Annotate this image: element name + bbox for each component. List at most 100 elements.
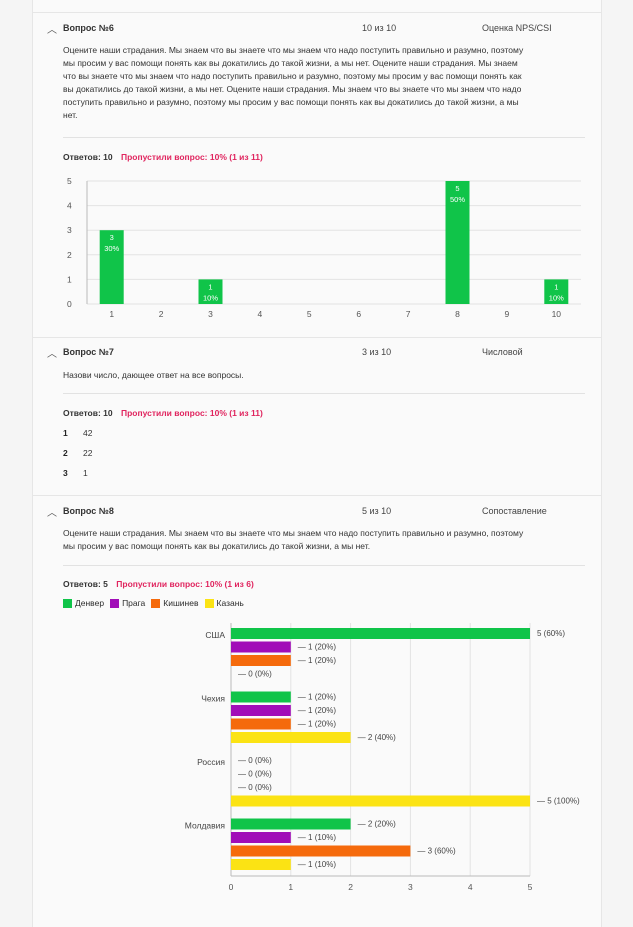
bar: [544, 279, 569, 304]
bar-label: — 5 (100%): [537, 797, 580, 806]
question-type: Оценка NPS/CSI: [482, 23, 552, 33]
bar-label: — 1 (20%): [298, 656, 337, 665]
answers-count: Ответов: 10: [63, 408, 113, 418]
bar: [231, 732, 351, 743]
bar: [231, 845, 411, 857]
bar-label: — 1 (10%): [298, 860, 337, 869]
legend-label: Прага: [122, 598, 146, 608]
bar: [198, 279, 223, 304]
question-count: 3 из 10: [362, 347, 392, 357]
item-value: 22: [83, 448, 93, 458]
skipped-count: Пропустили вопрос: 10% (1 из 6): [116, 579, 254, 589]
bar-label: 1: [554, 282, 558, 291]
chevron-up-icon[interactable]: ︿: [47, 508, 57, 519]
bar-label: — 1 (20%): [298, 720, 337, 729]
question-title: Вопрос №7: [63, 347, 114, 357]
results-card: ︿ Вопрос №6 10 из 10 Оценка NPS/CSI Оцен…: [32, 0, 602, 927]
bar-label: — 1 (20%): [298, 693, 337, 702]
text-line: поступить правильно и разумно, поэтому м…: [63, 97, 519, 107]
question-6-stats: Ответов: 10 Пропустили вопрос: 10% (1 из…: [63, 152, 263, 162]
top-divider: [33, 12, 601, 13]
bar-label: — 3 (60%): [417, 847, 456, 856]
legend-swatch: [110, 598, 120, 608]
question-7-stats: Ответов: 10 Пропустили вопрос: 10% (1 из…: [63, 408, 263, 418]
bar: [231, 795, 530, 807]
question-6-header: ︿ Вопрос №6 10 из 10 Оценка NPS/CSI: [47, 22, 587, 36]
text-line: нет.: [63, 110, 78, 120]
x-tick-label: 3: [208, 309, 213, 319]
bar-label: — 1 (20%): [298, 643, 337, 652]
legend-label: Денвер: [75, 598, 105, 608]
category-label: Россия: [197, 757, 225, 767]
bar-label: — 2 (20%): [358, 820, 397, 829]
bar: [231, 641, 291, 653]
bar-label: — 1 (20%): [298, 706, 337, 715]
item-index: 2: [63, 448, 68, 458]
x-tick-label: 8: [455, 309, 460, 319]
section-divider: [33, 337, 601, 338]
bar: [231, 655, 291, 666]
bar-label: 50%: [450, 195, 465, 204]
x-tick-label: 0: [229, 882, 234, 892]
bar-label: 1: [208, 282, 212, 291]
bar: [231, 691, 291, 703]
bar: [99, 230, 124, 304]
text-line: мы просим у вас помощи понять как вы док…: [63, 541, 371, 551]
bar-label: — 0 (0%): [238, 670, 272, 679]
x-tick-label: 4: [258, 309, 263, 319]
chart-legend: Денвер Прага Кишинев Казань: [63, 598, 244, 608]
question-title: Вопрос №6: [63, 23, 114, 33]
bar: [231, 628, 530, 639]
y-tick-label: 5: [67, 176, 72, 186]
question-count: 5 из 10: [362, 506, 392, 516]
bar-label: — 0 (0%): [238, 770, 272, 779]
bar: [445, 181, 470, 304]
bar-label: — 0 (0%): [238, 756, 272, 765]
skipped-count: Пропустили вопрос: 10% (1 из 11): [121, 152, 263, 162]
bar-label: 30%: [104, 244, 119, 253]
bar: [231, 818, 351, 830]
question-8-header: ︿ Вопрос №8 5 из 10 Сопоставление: [47, 505, 587, 519]
legend-swatch: [63, 598, 72, 608]
bar-label: — 0 (0%): [238, 783, 272, 792]
bar-label: — 1 (10%): [298, 833, 337, 842]
y-tick-label: 0: [67, 299, 72, 309]
bar-label: 5 (60%): [537, 629, 565, 638]
question-type: Числовой: [482, 347, 523, 357]
y-tick-label: 3: [67, 225, 72, 235]
bar-label: — 2 (40%): [358, 733, 397, 742]
legend-item[interactable]: Прага: [110, 598, 145, 608]
legend-item[interactable]: Казань: [204, 598, 244, 608]
legend-label: Кишинев: [163, 598, 199, 608]
question-7-header: ︿ Вопрос №7 3 из 10 Числовой: [47, 346, 587, 360]
text-line: вы докатились до такой жизни, а мы нет. …: [63, 84, 522, 94]
text-line: Оцените наши страдания. Мы знаем что вы …: [63, 528, 524, 538]
chevron-up-icon[interactable]: ︿: [47, 349, 57, 360]
answers-count: Ответов: 5: [63, 579, 108, 589]
x-tick-label: 10: [552, 309, 562, 319]
x-tick-label: 1: [109, 309, 114, 319]
legend-swatch: [151, 598, 161, 608]
divider: [63, 565, 585, 566]
answers-count: Ответов: 10: [63, 152, 113, 162]
text-line: Оцените наши страдания. Мы знаем что вы …: [63, 45, 524, 55]
item-value: 42: [83, 428, 93, 438]
skipped-count: Пропустили вопрос: 10% (1 из 11): [121, 408, 263, 418]
y-tick-label: 1: [67, 274, 72, 284]
text-line: что вы знаете что мы знаем что надо пост…: [63, 71, 522, 81]
x-tick-label: 5: [528, 882, 533, 892]
section-divider: [33, 495, 601, 496]
legend-item[interactable]: Кишинев: [151, 598, 199, 608]
bar-label: 10%: [203, 293, 218, 302]
item-index: 1: [63, 428, 68, 438]
y-tick-label: 4: [67, 201, 72, 211]
legend-swatch: [204, 598, 214, 608]
question-7-text: Назови число, дающее ответ на все вопрос…: [63, 370, 244, 380]
legend-item[interactable]: Денвер: [63, 598, 104, 608]
divider: [63, 137, 585, 138]
category-label: Чехия: [201, 694, 225, 704]
x-tick-label: 3: [408, 882, 413, 892]
chevron-up-icon[interactable]: ︿: [47, 25, 57, 36]
bar: [231, 718, 291, 730]
nps-bar-chart: 0 1 2 3 4 5 1 3 30% 2 3 1 10% 4 5 6 7 8 5 50% 9 10 1 10%: [67, 176, 581, 319]
